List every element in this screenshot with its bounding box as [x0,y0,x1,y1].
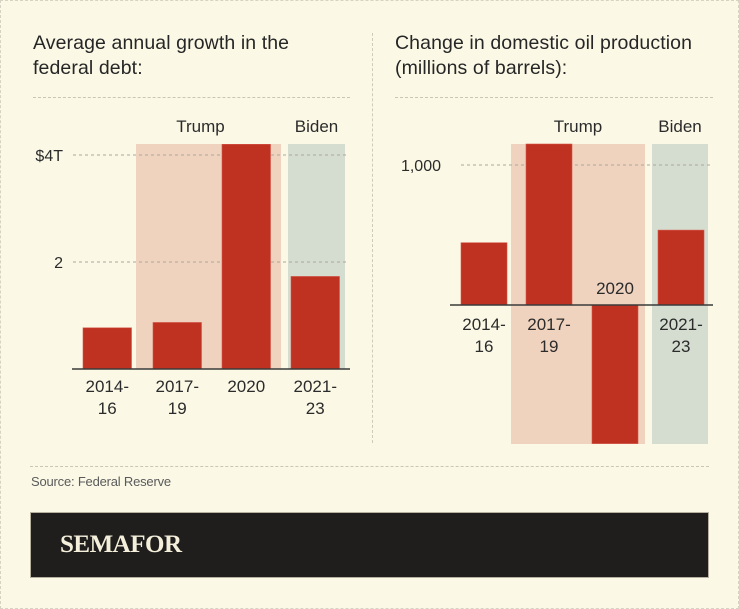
debt-category-label: 16 [98,399,117,418]
oil-y-tick-label: 1,000 [401,158,441,175]
oil-category-label: 16 [475,337,494,356]
debt-title-rule [33,97,350,98]
oil-title-rule [395,97,713,98]
oil-category-label: 19 [540,337,559,356]
debt-biden-label: Biden [295,117,338,136]
oil-category-label: 2020 [596,279,634,298]
oil-chart-title: Change in domestic oil production (milli… [395,32,693,79]
brand-banner: SEMAFOR [30,512,709,578]
debt-y-tick-label: $4T [35,148,63,165]
debt-category-label: 2021- [294,377,337,396]
oil-trump-label: Trump [554,117,603,136]
debt-category-label: 2014- [86,377,129,396]
oil-category-label: 23 [672,337,691,356]
oil-biden-label: Biden [658,117,701,136]
debt-category-label: 2017- [156,377,199,396]
oil-category-label: 2014- [462,315,505,334]
oil-category-label: 2021- [659,315,702,334]
debt-category-label: 19 [168,399,187,418]
debt-bar-2021-23 [290,276,340,370]
oil-category-label: 2017- [527,315,570,334]
chart-divider [372,33,373,443]
debt-category-label: 2020 [227,377,265,396]
debt-category-label: 23 [306,399,325,418]
oil-bar-2021-23 [657,229,705,306]
oil-bar-2017-19 [525,143,573,306]
debt-bar-2014-16 [82,327,132,370]
semafor-logo: SEMAFOR [60,531,182,558]
debt-y-tick-label: 2 [54,255,63,272]
source-rule [30,466,709,467]
debt-chart-title: Average annual growth in the federal deb… [33,32,290,79]
debt-bar-2017-19 [152,322,202,370]
debt-bar-2020 [221,144,271,370]
debt-trump-label: Trump [176,117,225,136]
oil-bar-2014-16 [460,242,508,306]
oil-bar-2020 [591,304,639,444]
source-note: Source: Federal Reserve [31,474,171,489]
